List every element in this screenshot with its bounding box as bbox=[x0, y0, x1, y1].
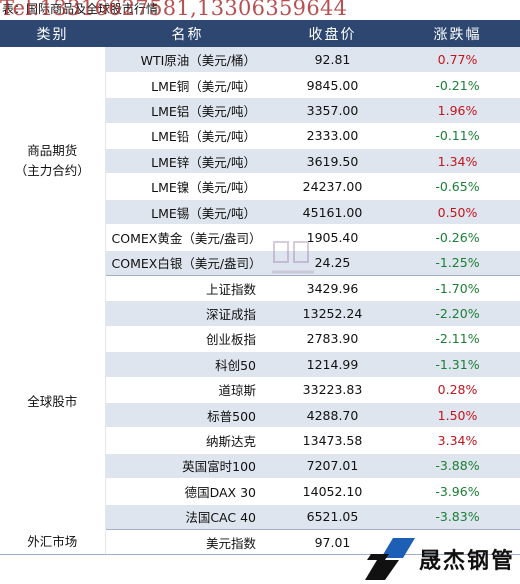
change-cell: -3.96% bbox=[395, 478, 520, 505]
table-row: 道琼斯 33223.83 0.28% bbox=[0, 377, 520, 403]
change-cell: -3.83% bbox=[395, 504, 520, 530]
change-cell: 3.34% bbox=[395, 427, 520, 454]
name-cell: 纳斯达克 bbox=[105, 427, 270, 454]
table-row: LME铝（美元/吨） 3357.00 1.96% bbox=[0, 97, 520, 124]
price-cell: 24237.00 bbox=[270, 173, 395, 200]
faint-watermark-icon bbox=[268, 238, 318, 282]
change-cell: -0.26% bbox=[395, 224, 520, 251]
table-row: LME锡（美元/吨） 45161.00 0.50% bbox=[0, 199, 520, 226]
table-row: LME锌（美元/吨） 3619.50 1.34% bbox=[0, 148, 520, 175]
table-row: COMEX黄金（美元/盎司） 1905.40 -0.26% bbox=[0, 224, 520, 251]
name-cell: 创业板指 bbox=[105, 326, 270, 353]
change-cell: -1.70% bbox=[395, 275, 520, 302]
name-cell: COMEX黄金（美元/盎司） bbox=[105, 224, 270, 251]
price-cell: 92.81 bbox=[270, 47, 395, 73]
name-cell: LME铜（美元/吨） bbox=[105, 72, 270, 99]
table-row: LME镍（美元/吨） 24237.00 -0.65% bbox=[0, 173, 520, 200]
change-cell: 0.77% bbox=[395, 47, 520, 73]
price-cell: 2783.90 bbox=[270, 326, 395, 353]
table-row: 科创50 1214.99 -1.31% bbox=[0, 351, 520, 378]
header-row: 类别 名称 收盘价 涨跌幅 bbox=[0, 20, 520, 47]
table-row: LME铅（美元/吨） 2333.00 -0.11% bbox=[0, 123, 520, 150]
header-name: 名称 bbox=[105, 20, 270, 47]
name-cell: 标普500 bbox=[105, 402, 270, 429]
name-cell: LME锡（美元/吨） bbox=[105, 199, 270, 226]
change-cell: 1.50% bbox=[395, 402, 520, 429]
name-cell: 英国富时100 bbox=[105, 453, 270, 480]
phone-watermark: Tel:13316627581,13306359644 bbox=[0, 0, 348, 20]
name-cell: LME镍（美元/吨） bbox=[105, 173, 270, 200]
change-cell: -0.21% bbox=[395, 72, 520, 99]
price-cell: 13252.24 bbox=[270, 300, 395, 327]
name-cell: 科创50 bbox=[105, 351, 270, 378]
price-cell: 3357.00 bbox=[270, 97, 395, 124]
table-row: 标普500 4288.70 1.50% bbox=[0, 402, 520, 429]
table-row: 德国DAX 30 14052.10 -3.96% bbox=[0, 478, 520, 505]
change-cell: -2.20% bbox=[395, 300, 520, 327]
price-cell: 3619.50 bbox=[270, 148, 395, 175]
price-cell: 3429.96 bbox=[270, 275, 395, 302]
change-cell: 1.96% bbox=[395, 97, 520, 124]
price-cell: 6521.05 bbox=[270, 504, 395, 530]
header-change: 涨跌幅 bbox=[395, 20, 520, 47]
name-cell: WTI原油（美元/桶） bbox=[105, 47, 270, 73]
price-cell: 7207.01 bbox=[270, 453, 395, 480]
name-cell: 上证指数 bbox=[105, 275, 270, 302]
table-caption: 表：国际商品及全球股市行情 bbox=[2, 2, 159, 16]
table-body: 商品期货 （主力合约） WTI原油（美元/桶） 92.81 0.77% LME铜（美元/… bbox=[0, 47, 520, 556]
category-cell: 全球股市 bbox=[0, 275, 106, 530]
change-cell: 0.28% bbox=[395, 377, 520, 403]
name-cell: LME锌（美元/吨） bbox=[105, 148, 270, 175]
price-cell: 14052.10 bbox=[270, 478, 395, 505]
change-cell: -0.11% bbox=[395, 123, 520, 150]
header-category: 类别 bbox=[0, 20, 105, 47]
change-cell: -1.25% bbox=[395, 250, 520, 277]
price-cell: 1905.40 bbox=[270, 224, 395, 251]
change-cell: -3.88% bbox=[395, 453, 520, 480]
category-cell: 商品期货 （主力合约） bbox=[0, 47, 106, 277]
change-cell bbox=[395, 529, 520, 556]
name-cell: COMEX白银（美元/盎司） bbox=[105, 250, 270, 277]
table-row: 商品期货 （主力合约） WTI原油（美元/桶） 92.81 0.77% bbox=[0, 47, 520, 277]
change-cell: -2.11% bbox=[395, 326, 520, 353]
change-cell: 1.34% bbox=[395, 148, 520, 175]
table-row: 创业板指 2783.90 -2.11% bbox=[0, 326, 520, 353]
price-cell: 2333.00 bbox=[270, 123, 395, 150]
table-row: LME铜（美元/吨） 9845.00 -0.21% bbox=[0, 72, 520, 99]
name-cell: 法国CAC 40 bbox=[105, 504, 270, 530]
price-cell: 97.01 bbox=[270, 529, 395, 556]
table-row: 深证成指 13252.24 -2.20% bbox=[0, 300, 520, 327]
name-cell: LME铝（美元/吨） bbox=[105, 97, 270, 124]
name-cell: LME铅（美元/吨） bbox=[105, 123, 270, 150]
name-cell: 深证成指 bbox=[105, 300, 270, 327]
table-row: 法国CAC 40 6521.05 -3.83% bbox=[0, 504, 520, 530]
logo-mark-icon bbox=[365, 538, 415, 580]
table-row: 外汇市场 美元指数 97.01 bbox=[0, 529, 520, 556]
table-row: 纳斯达克 13473.58 3.34% bbox=[0, 427, 520, 454]
change-cell: 0.50% bbox=[395, 199, 520, 226]
price-cell: 4288.70 bbox=[270, 402, 395, 429]
company-logo: 晟杰钢管 bbox=[363, 536, 518, 582]
table-row: 全球股市 上证指数 3429.96 -1.70% bbox=[0, 275, 520, 530]
price-cell: 33223.83 bbox=[270, 377, 395, 403]
logo-text: 晟杰钢管 bbox=[419, 549, 516, 574]
name-cell: 德国DAX 30 bbox=[105, 478, 270, 505]
price-cell: 45161.00 bbox=[270, 199, 395, 226]
name-cell: 道琼斯 bbox=[105, 377, 270, 403]
price-cell: 13473.58 bbox=[270, 427, 395, 454]
price-cell: 9845.00 bbox=[270, 72, 395, 99]
table-row: COMEX白银（美元/盎司） 24.25 -1.25% bbox=[0, 250, 520, 277]
table-row: 英国富时100 7207.01 -3.88% bbox=[0, 453, 520, 480]
price-cell: 1214.99 bbox=[270, 351, 395, 378]
header-close: 收盘价 bbox=[270, 20, 395, 47]
change-cell: -1.31% bbox=[395, 351, 520, 378]
market-table: 类别 名称 收盘价 涨跌幅 商品期货 （主力合约） WTI原油（美元/桶） 92.8… bbox=[0, 20, 520, 556]
category-cell: 外汇市场 bbox=[0, 529, 106, 556]
name-cell: 美元指数 bbox=[105, 529, 270, 556]
change-cell: -0.65% bbox=[395, 173, 520, 200]
price-cell: 24.25 bbox=[270, 250, 395, 277]
